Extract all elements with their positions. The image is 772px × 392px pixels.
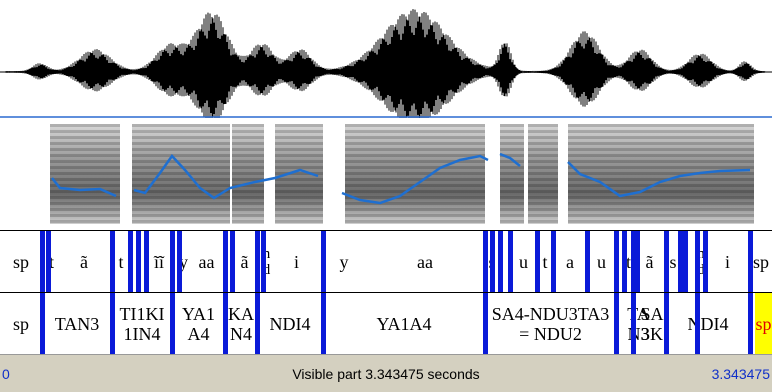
interval-label[interactable]: n d — [262, 245, 271, 278]
interval-boundary[interactable] — [748, 231, 753, 292]
time-ruler: 0 Visible part 3.343475 seconds 3.343475 — [0, 354, 772, 392]
interval-label[interactable]: aa — [417, 251, 433, 272]
interval-boundary[interactable] — [622, 231, 627, 292]
interval-boundary[interactable] — [223, 231, 228, 292]
interval-boundary[interactable] — [535, 231, 540, 292]
interval-boundary[interactable] — [695, 293, 700, 354]
interval-boundary[interactable] — [321, 293, 326, 354]
interval-label[interactable]: y — [339, 251, 349, 272]
interval-label[interactable]: t — [625, 251, 631, 272]
interval-boundary[interactable] — [46, 231, 51, 292]
interval-boundary[interactable] — [614, 293, 619, 354]
spectrogram-panel[interactable] — [0, 118, 772, 230]
interval-label[interactable]: YA1 A4 — [181, 303, 215, 344]
selected-interval[interactable] — [755, 293, 772, 354]
interval-label[interactable]: y — [179, 251, 188, 272]
interval-label[interactable]: i — [724, 251, 730, 272]
interval-label[interactable]: TI1KI 1IN4 — [119, 303, 165, 344]
interval-boundary[interactable] — [321, 231, 326, 292]
interval-label[interactable]: sp — [752, 251, 769, 272]
interval-boundary[interactable] — [551, 231, 556, 292]
interval-boundary[interactable] — [261, 231, 266, 292]
interval-label[interactable]: i — [293, 251, 299, 272]
waveform-trace — [5, 9, 766, 118]
interval-boundary[interactable] — [110, 231, 115, 292]
interval-label[interactable]: TAN3 — [54, 313, 100, 334]
interval-boundary[interactable] — [498, 231, 503, 292]
spectrogram-formants — [568, 124, 754, 224]
interval-boundary[interactable] — [144, 231, 149, 292]
interval-boundary[interactable] — [40, 293, 45, 354]
interval-boundary[interactable] — [223, 293, 228, 354]
interval-label[interactable]: t — [48, 251, 54, 272]
spectrogram-formants — [50, 124, 120, 224]
interval-label[interactable]: KA N4 — [228, 303, 254, 344]
interval-label[interactable]: u — [519, 251, 528, 272]
pitch-contour — [51, 152, 751, 205]
interval-label[interactable]: YA1A4 — [376, 313, 432, 334]
interval-boundary[interactable] — [170, 293, 175, 354]
interval-boundary[interactable] — [631, 293, 636, 354]
interval-label[interactable]: ĩĩ — [153, 251, 164, 272]
interval-boundary[interactable] — [614, 231, 619, 292]
interval-boundary[interactable] — [128, 231, 133, 292]
interval-label[interactable]: aa — [198, 251, 215, 272]
interval-boundary[interactable] — [678, 231, 683, 292]
interval-boundary[interactable] — [631, 231, 636, 292]
interval-label[interactable]: sp — [12, 313, 29, 334]
interval-boundary[interactable] — [635, 231, 640, 292]
interval-boundary[interactable] — [230, 231, 235, 292]
interval-label[interactable]: sp — [12, 251, 29, 272]
end-time: 3.343475 — [711, 365, 770, 382]
visible-part-label: Visible part 3.343475 seconds — [292, 365, 480, 382]
interval-boundary[interactable] — [664, 293, 669, 354]
interval-label[interactable]: NDI4 — [269, 313, 311, 334]
interval-boundary[interactable] — [40, 231, 45, 292]
spectrogram-formants — [345, 124, 485, 224]
interval-label[interactable]: n d — [697, 245, 705, 278]
interval-boundary[interactable] — [483, 293, 488, 354]
waveform-panel[interactable] — [0, 0, 772, 118]
interval-label[interactable]: t — [118, 251, 124, 272]
spectrogram-formants — [528, 124, 558, 224]
waveform-plot — [0, 9, 772, 118]
spectrogram-formants — [232, 124, 264, 224]
interval-boundary[interactable] — [170, 231, 175, 292]
interval-label[interactable]: ã — [645, 251, 654, 272]
interval-label[interactable]: sp — [755, 313, 772, 334]
spectrogram-formants — [132, 124, 230, 224]
interval-label[interactable]: s — [669, 251, 677, 272]
start-time: 0 — [2, 365, 10, 382]
interval-label[interactable]: SA 3K — [640, 303, 664, 344]
interval-boundary[interactable] — [483, 231, 488, 292]
interval-boundary[interactable] — [585, 231, 590, 292]
interval-boundary[interactable] — [255, 293, 260, 354]
interval-label[interactable]: t — [542, 251, 548, 272]
interval-label[interactable]: SA4-NDU3TA3 = NDU2 — [491, 303, 610, 344]
spectrogram-plot — [50, 124, 754, 224]
interval-boundary[interactable] — [490, 231, 495, 292]
interval-label[interactable]: a — [566, 251, 574, 272]
interval-label[interactable]: ã — [80, 251, 88, 272]
interval-boundary[interactable] — [255, 231, 260, 292]
interval-boundary[interactable] — [110, 293, 115, 354]
interval-boundary[interactable] — [695, 231, 700, 292]
interval-boundary[interactable] — [508, 231, 513, 292]
interval-label[interactable]: NDI4 — [687, 313, 729, 334]
interval-boundary[interactable] — [664, 231, 669, 292]
interval-boundary[interactable] — [703, 231, 708, 292]
word-tier[interactable]: sp TAN3 TI1KI 1IN4 YA1 A4 KA N4 NDI4 YA1A4 SA4-… — [0, 292, 772, 354]
interval-label[interactable]: ã — [240, 251, 249, 272]
interval-boundary[interactable] — [683, 231, 688, 292]
interval-boundary[interactable] — [177, 231, 182, 292]
interval-boundary[interactable] — [748, 293, 753, 354]
interval-boundary[interactable] — [136, 231, 141, 292]
interval-label[interactable]: u — [597, 251, 606, 272]
spectrogram-formants — [500, 124, 524, 224]
